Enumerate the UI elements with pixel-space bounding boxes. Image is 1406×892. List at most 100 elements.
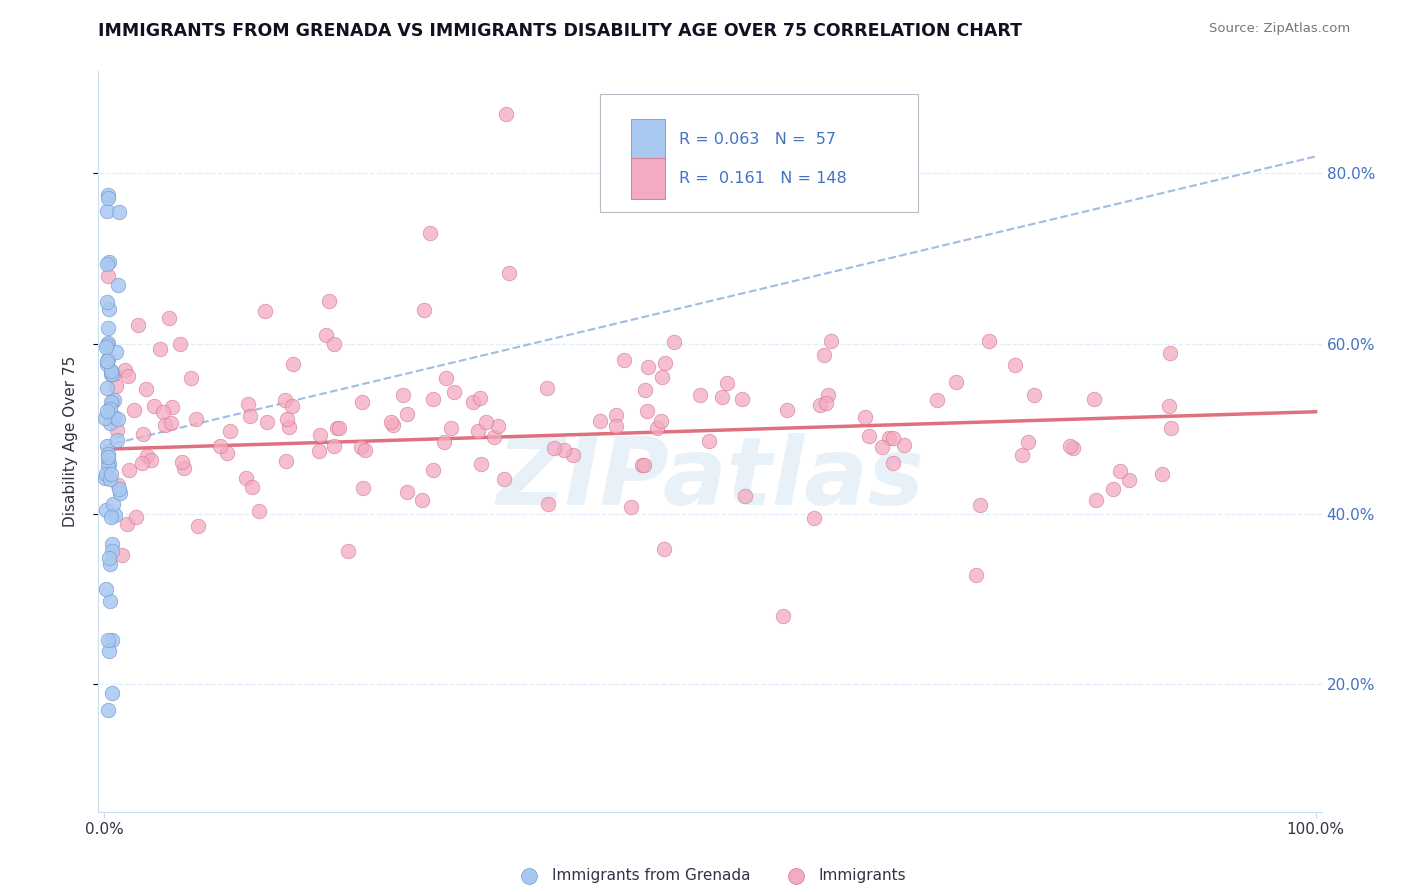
Point (153, 417, 176, 432)
Point (637, 359, 659, 374)
Point (803, 510, 825, 524)
Point (422, 392, 444, 406)
Point (101, 367, 124, 381)
Point (1160, 421, 1182, 435)
Point (650, 414, 672, 428)
Point (97, 191, 120, 205)
Point (103, 392, 125, 407)
Point (882, 456, 904, 470)
Point (96, 439, 118, 453)
Point (411, 493, 433, 508)
Point (96, 502, 118, 516)
Point (173, 460, 195, 475)
Point (239, 409, 262, 423)
Point (1084, 492, 1107, 507)
Point (820, 334, 842, 348)
Point (105, 433, 128, 447)
Point (101, 632, 124, 647)
Point (169, 336, 191, 351)
Point (105, 424, 128, 438)
Point (337, 544, 360, 558)
Point (215, 445, 238, 459)
Point (853, 409, 876, 424)
Point (160, 417, 183, 431)
Point (100, 364, 122, 378)
Point (412, 302, 434, 317)
Point (309, 428, 332, 442)
Point (467, 424, 489, 438)
Point (536, 381, 558, 395)
Point (180, 371, 202, 385)
Point (553, 442, 575, 457)
Point (396, 484, 419, 499)
Point (94, 467, 117, 482)
Point (1022, 387, 1045, 401)
Point (103, 368, 125, 382)
Point (1109, 464, 1132, 478)
Point (125, 509, 148, 524)
Point (114, 363, 136, 377)
Text: R =  0.161   N = 148: R = 0.161 N = 148 (679, 171, 848, 186)
Point (256, 415, 278, 429)
Point (186, 412, 208, 426)
Point (495, 107, 517, 121)
Point (100, 467, 122, 482)
Point (630, 458, 652, 472)
Point (645, 421, 668, 435)
Point (1101, 483, 1123, 497)
Point (98, 644, 121, 658)
Point (131, 457, 153, 471)
Point (276, 454, 298, 468)
Point (1011, 448, 1033, 462)
Point (100, 395, 122, 409)
Point (98, 255, 121, 269)
Point (108, 205, 131, 219)
Point (96, 353, 118, 368)
Point (817, 388, 839, 402)
Point (468, 391, 491, 405)
Point (1017, 434, 1039, 449)
Text: Source: ZipAtlas.com: Source: ZipAtlas.com (1209, 22, 1350, 36)
Point (945, 375, 967, 389)
Y-axis label: Disability Age Over 75: Disability Age Over 75 (63, 356, 77, 527)
Point (254, 304, 277, 318)
Point (283, 357, 305, 371)
Point (813, 349, 835, 363)
Point (543, 442, 565, 456)
Point (276, 412, 298, 426)
FancyBboxPatch shape (600, 94, 918, 212)
Point (96, 295, 118, 310)
Point (94, 582, 117, 596)
Point (1062, 441, 1084, 455)
Point (443, 385, 465, 400)
Point (482, 430, 505, 444)
Point (697, 434, 720, 448)
Point (1152, 467, 1174, 481)
Point (636, 404, 658, 418)
Point (97, 703, 120, 717)
Point (562, 449, 585, 463)
Point (277, 420, 299, 434)
Point (149, 342, 172, 356)
Point (101, 395, 124, 409)
Point (135, 449, 157, 463)
Point (96, 204, 118, 219)
Point (98, 301, 121, 316)
Point (326, 421, 349, 435)
Point (808, 398, 831, 412)
Point (98, 401, 121, 416)
Point (433, 434, 456, 449)
Point (97, 447, 120, 461)
Point (498, 266, 520, 280)
Point (494, 472, 516, 486)
Point (422, 463, 444, 477)
Point (152, 405, 174, 419)
Point (117, 368, 139, 383)
Point (1083, 392, 1105, 407)
Point (98, 417, 121, 431)
Point (652, 541, 675, 556)
Point (240, 480, 263, 494)
Point (97, 335, 120, 350)
Point (236, 397, 259, 411)
Point (98, 593, 121, 607)
